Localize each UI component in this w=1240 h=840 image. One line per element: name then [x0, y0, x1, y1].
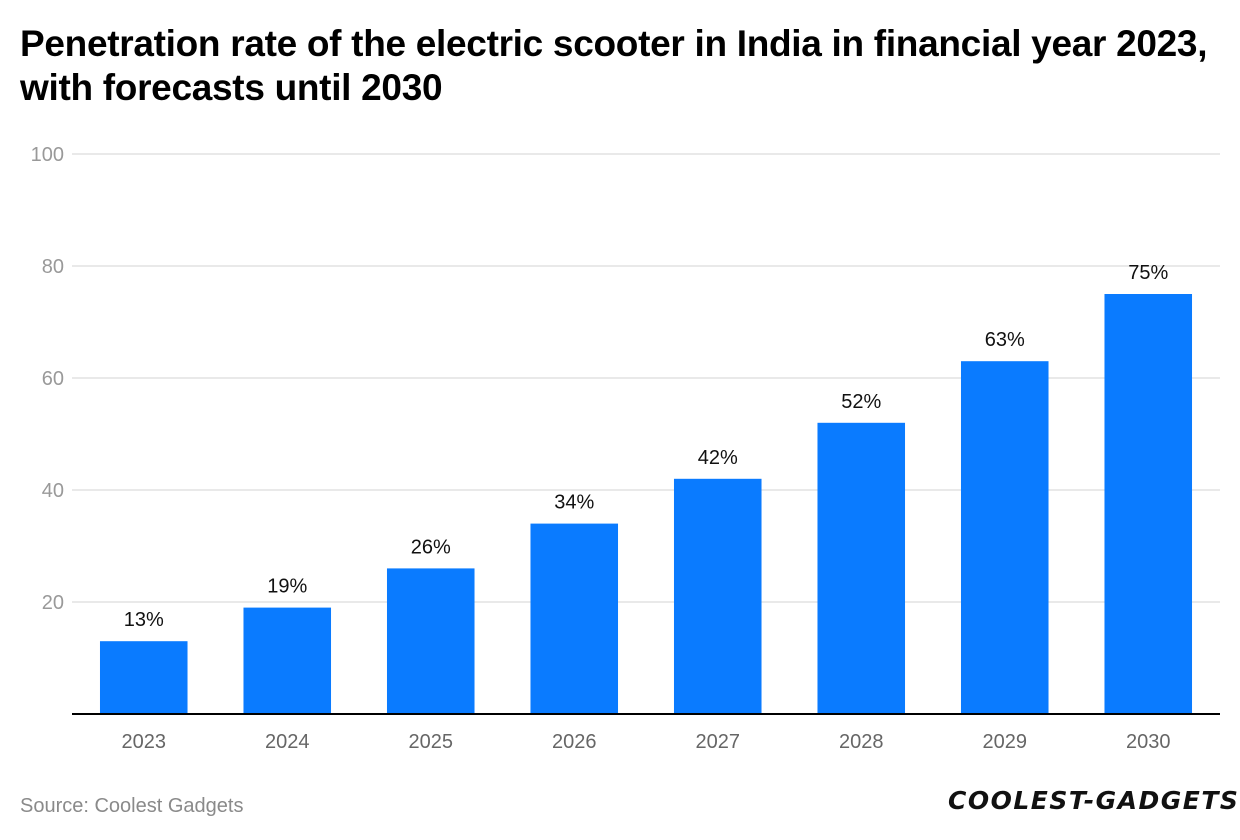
x-tick-label: 2029 — [983, 731, 1028, 753]
data-labels: 13% 19% 26% 34% 42% 52% 63% 75% — [124, 262, 1169, 631]
data-label: 42% — [698, 447, 738, 469]
bar-2025 — [386, 568, 475, 714]
data-label: 75% — [1128, 262, 1168, 284]
x-tick-label: 2024 — [265, 731, 310, 753]
y-tick-label: 80 — [42, 256, 64, 278]
x-tick-label: 2023 — [122, 731, 167, 753]
y-tick-label: 60 — [42, 368, 64, 390]
source-note: Source: Coolest Gadgets — [20, 795, 244, 817]
bar-2029 — [960, 361, 1049, 714]
x-axis-ticks: 2023 2024 2025 2026 2027 2028 2029 2030 — [122, 731, 1171, 753]
data-label: 26% — [411, 536, 451, 558]
x-tick-label: 2027 — [696, 731, 741, 753]
bar-2028 — [817, 422, 906, 714]
data-label: 34% — [554, 492, 594, 514]
data-label: 52% — [841, 391, 881, 413]
y-axis-ticks: 20 40 60 80 100 — [31, 144, 64, 614]
y-tick-label: 40 — [42, 480, 64, 502]
bar-2030 — [1104, 294, 1193, 714]
brand-logo: COOLEST-GADGETS — [948, 786, 1240, 815]
y-tick-label: 100 — [31, 144, 64, 166]
bar-2023 — [99, 641, 188, 714]
bars — [99, 294, 1193, 714]
bar-2026 — [530, 523, 619, 714]
data-label: 63% — [985, 329, 1025, 351]
x-tick-label: 2030 — [1126, 731, 1171, 753]
y-tick-label: 20 — [42, 592, 64, 614]
chart-title: Penetration rate of the electric scooter… — [20, 23, 1208, 108]
bar-2027 — [673, 478, 762, 714]
x-tick-label: 2028 — [839, 731, 884, 753]
x-tick-label: 2025 — [409, 731, 454, 753]
data-label: 19% — [267, 576, 307, 598]
x-tick-label: 2026 — [552, 731, 597, 753]
bar-2024 — [243, 607, 332, 714]
data-label: 13% — [124, 609, 164, 631]
